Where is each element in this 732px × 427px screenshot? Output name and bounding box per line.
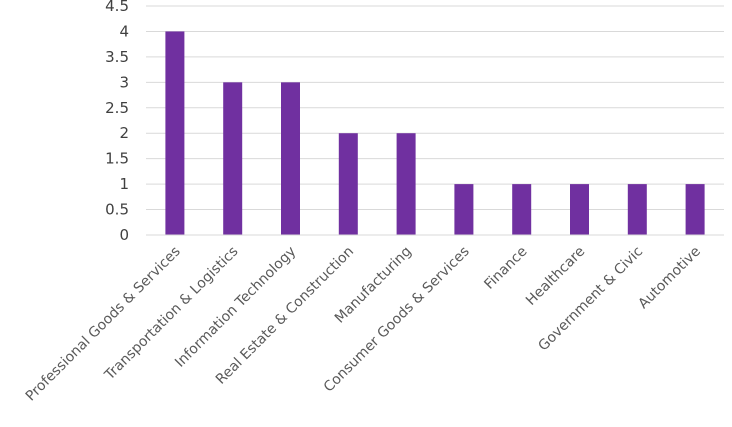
bar [281, 82, 300, 235]
y-tick-label: 1.5 [105, 150, 129, 168]
bars [165, 31, 705, 236]
y-tick-label: 4 [119, 22, 129, 40]
bar [685, 184, 705, 235]
bar [223, 82, 243, 235]
y-tick-label: 2 [119, 124, 129, 142]
gridlines [146, 5, 724, 236]
bar [396, 133, 416, 235]
x-tick-label: Government & Civic [535, 244, 646, 355]
y-tick-label: 3 [119, 73, 129, 91]
x-axis-category-labels: Professional Goods & ServicesTransportat… [23, 244, 704, 405]
bar [627, 184, 647, 235]
x-tick-label: Information Technology [172, 244, 299, 371]
x-tick-label: Automotive [635, 244, 704, 313]
x-tick-label: Finance [481, 244, 530, 293]
y-tick-label: 0.5 [105, 201, 129, 219]
bar [512, 184, 532, 235]
bar [454, 184, 474, 235]
bar [570, 184, 589, 235]
bar [338, 133, 358, 235]
y-tick-label: 0 [119, 226, 129, 244]
y-tick-label: 2.5 [105, 99, 129, 117]
y-axis-tick-labels: 0 0.5 1 1.5 2 2.5 3 3.5 4 4.5 [105, 0, 129, 244]
y-tick-label: 4.5 [105, 0, 129, 15]
bar [165, 31, 185, 236]
y-tick-label: 3.5 [105, 48, 129, 66]
y-tick-label: 1 [119, 175, 129, 193]
